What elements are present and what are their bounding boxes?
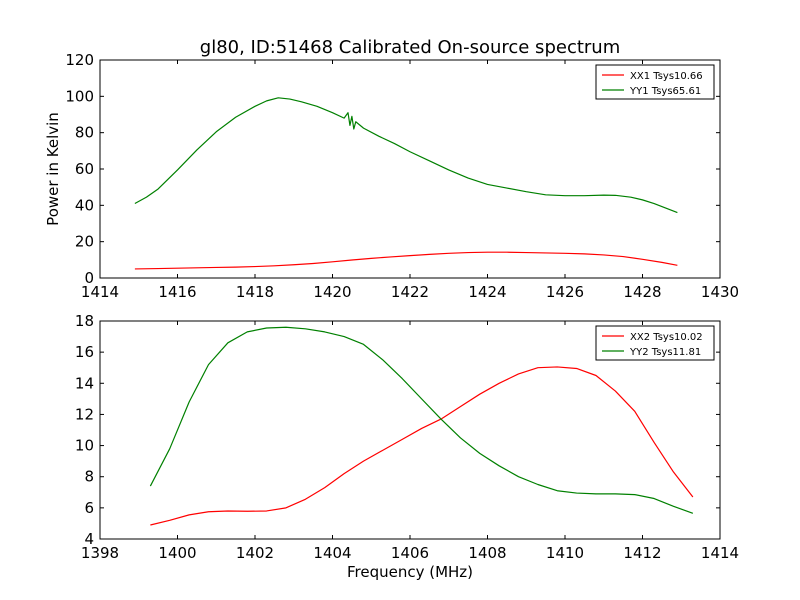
top-y-tick-label: 0 — [84, 269, 94, 287]
top-legend-label-1: XX1 Tsys10.66 — [630, 71, 703, 82]
bottom-y-tick-label: 4 — [84, 530, 94, 548]
bottom-legend-label-2: YY2 Tsys11.81 — [629, 347, 701, 358]
top-x-tick-label: 1414 — [81, 283, 119, 301]
bottom-y-tick-label: 14 — [75, 374, 94, 392]
bottom-panel: 1398 1400 1402 1404 1406 1408 1410 1412 14144681… — [75, 312, 739, 581]
bottom-x-tick-label: 1402 — [236, 544, 274, 562]
chart-title: gl80, ID:51468 Calibrated On-source spec… — [200, 37, 620, 58]
bottom-x-tick-label: 1412 — [623, 544, 661, 562]
bottom-x-tick-label: 1408 — [468, 544, 506, 562]
bottom-x-tick-label: 1404 — [313, 544, 351, 562]
bottom-legend — [595, 325, 715, 361]
bottom-series-1-line — [150, 366, 694, 526]
bottom-x-tick-label: 1400 — [158, 544, 196, 562]
top-x-tick-label: 1416 — [158, 283, 196, 301]
top-x-tick-label: 1430 — [701, 283, 739, 301]
bottom-series-2-line — [149, 326, 694, 514]
top-y-tick-label: 40 — [75, 196, 94, 214]
top-legend-label-2: YY1 Tsys65.61 — [629, 86, 701, 97]
top-x-tick-label: 1424 — [468, 283, 506, 301]
bottom-x-tick-label: 1398 — [81, 544, 119, 562]
bottom-y-tick-label: 6 — [84, 499, 94, 517]
top-y-tick-label: 20 — [75, 233, 94, 251]
top-panel: 1414 1416 1418 1420 1422 1424 1426 1428 1430 0 20 4… — [44, 51, 739, 301]
bottom-x-tick-label: 1406 — [391, 544, 429, 562]
top-y-tick-label: 80 — [75, 124, 94, 142]
top-y-tick-label: 60 — [75, 160, 94, 178]
bottom-y-tick-label: 10 — [75, 437, 94, 455]
bottom-y-tick-label: 8 — [84, 468, 94, 486]
top-y-tick-label: 120 — [65, 51, 94, 69]
top-series-1-line — [134, 251, 678, 270]
bottom-y-tick-label: 12 — [75, 405, 94, 423]
top-x-tick-label: 1420 — [313, 283, 351, 301]
top-y-tick-label: 100 — [65, 87, 94, 105]
top-y-axis-label: Power in Kelvin — [44, 112, 62, 226]
bottom-y-tick-label: 16 — [75, 343, 94, 361]
top-legend — [595, 64, 715, 100]
bottom-x-axis-label: Frequency (MHz) — [347, 563, 473, 581]
top-series-2-line — [134, 97, 678, 214]
bottom-x-tick-label: 1410 — [546, 544, 584, 562]
bottom-x-tick-label: 1414 — [701, 544, 739, 562]
bottom-y-tick-label: 18 — [75, 312, 94, 330]
top-x-tick-label: 1418 — [236, 283, 274, 301]
top-x-tick-label: 1426 — [546, 283, 584, 301]
top-x-tick-label: 1422 — [391, 283, 429, 301]
top-x-tick-label: 1428 — [623, 283, 661, 301]
bottom-legend-label-1: XX2 Tsys10.02 — [630, 332, 703, 343]
